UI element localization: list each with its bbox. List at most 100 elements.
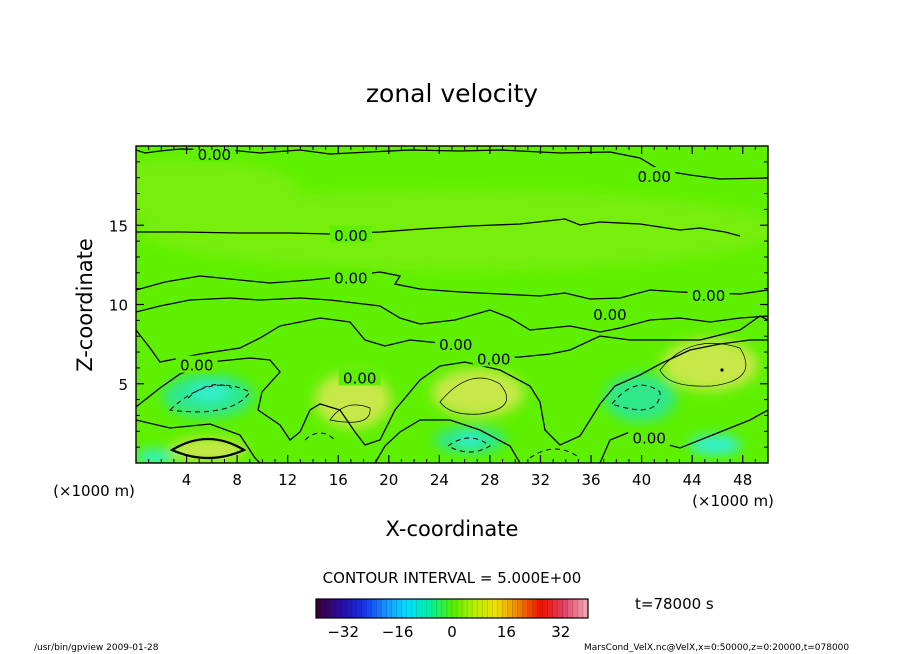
x-tick-label: 36 (581, 471, 600, 489)
colorbar-cell (316, 599, 322, 618)
footer-right: MarsCond_VelX.nc@VelX,x=0:50000,z=0:2000… (584, 643, 849, 653)
field-patch-yellow-green (432, 369, 524, 417)
x-unit-right: (×1000 m) (692, 492, 774, 510)
field-patch-cyan (458, 434, 482, 446)
field-patch-yellow-green (315, 372, 391, 428)
colorbar-cell (582, 599, 589, 618)
contour-line (529, 448, 581, 459)
contour-line (136, 218, 741, 237)
contour-line (136, 339, 768, 446)
x-tick-label: 48 (733, 471, 752, 489)
contour-label: 0.00 (632, 430, 665, 448)
x-axis-label: X-coordinate (386, 517, 519, 541)
colorbar-cell (341, 599, 347, 618)
colorbar-frame (315, 598, 589, 619)
colorbar-tick-label: 16 (497, 623, 516, 641)
contour-label: 0.00 (439, 336, 472, 354)
colorbar-cell (406, 599, 413, 618)
colorbar-cell (331, 599, 337, 618)
colorbar-cell (371, 599, 377, 618)
x-unit-left: (×1000 m) (53, 482, 135, 500)
field-patch-cyan (136, 450, 175, 463)
colorbar-cell (527, 599, 533, 618)
colorbar-cell (467, 599, 473, 618)
contour-label: 0.00 (477, 350, 510, 368)
contour-label: 0.00 (180, 357, 213, 375)
colorbar-cell (396, 599, 402, 618)
contour-labels: 0.00 0.00 0.00 0.00 0.00 0.00 0.00 0.00 0.00 0.00… (175, 146, 730, 448)
contour-interval-text: CONTOUR INTERVAL = 5.000E+00 (323, 569, 582, 587)
contour-label: 0.00 (593, 306, 626, 324)
contour-line (136, 419, 261, 463)
field-patch-yellow-green (662, 339, 758, 391)
y-tick-label: 15 (109, 217, 128, 235)
contour-label: 0.00 (343, 369, 376, 387)
contour-line (304, 432, 336, 441)
positive-contours (329, 342, 747, 423)
colorbar-cell (477, 599, 483, 618)
contour-line (439, 377, 507, 415)
field-patch-cyan-green (604, 374, 676, 422)
contour-label-backing (329, 268, 372, 286)
contour-label-backing (329, 225, 372, 243)
colorbar-cell (416, 599, 423, 618)
contour-label-backing (434, 335, 477, 353)
contour-line (329, 404, 371, 423)
colorbar-tick-label: 0 (447, 623, 457, 641)
contour-label: 0.00 (334, 227, 367, 245)
colorbar-cell (552, 599, 559, 618)
colorbar-cell (472, 599, 478, 618)
colorbar-cell (376, 599, 382, 618)
contour-label-backing (687, 285, 730, 303)
colorbar-cell (512, 599, 518, 618)
contour-label-backing (633, 167, 676, 185)
colorbar-cell (366, 599, 372, 618)
colorbar-tick-label: −16 (382, 623, 414, 641)
colorbar-cell (436, 599, 443, 618)
colorbar-cell (537, 599, 543, 618)
contour-line (136, 271, 768, 300)
colorbar-cell (446, 599, 453, 618)
contour-line (374, 419, 521, 463)
colorbar-ticks: −32 −16 0 16 32 (327, 623, 570, 641)
contour-line (447, 437, 491, 453)
colorbar-cell (492, 599, 498, 618)
x-tick-label: 8 (232, 471, 242, 489)
x-tick-label: 12 (278, 471, 297, 489)
colorbar-cell (562, 599, 569, 618)
colorbar-cell (386, 599, 392, 618)
contour-label-backing (589, 305, 631, 323)
colorbar-cell (411, 599, 418, 618)
time-label: t=78000 s (635, 595, 714, 613)
colorbar-cell (497, 599, 503, 618)
contour-label-backing (175, 355, 218, 373)
contour-label: 0.00 (198, 146, 231, 164)
contour-label-backing (628, 428, 671, 446)
field-patch-cyan (689, 435, 741, 455)
colorbar-cell (326, 599, 332, 618)
colorbar-cell (522, 599, 528, 618)
colorbar-cell (557, 599, 564, 618)
contour-label-backing (472, 349, 515, 367)
contour-line (659, 342, 747, 387)
x-tick-label: 28 (480, 471, 499, 489)
colorbar-cell (321, 599, 327, 618)
footer-left: /usr/bin/gpview 2009-01-28 (34, 643, 159, 653)
negative-contours (168, 384, 661, 459)
colorbar-cell (517, 599, 523, 618)
x-tick-label: 24 (430, 471, 449, 489)
contour-label: 0.00 (638, 168, 671, 186)
y-tick-label: 5 (118, 376, 128, 394)
colorbar-cell (532, 599, 538, 618)
colorbar-cell (351, 599, 357, 618)
colorbar-cell (482, 599, 488, 618)
zero-contours (136, 148, 768, 463)
x-tick-label: 44 (683, 471, 702, 489)
plot-field: 0.00 0.00 0.00 0.00 0.00 0.00 0.00 0.00 0.00 0.00… (136, 146, 768, 463)
contour-extremum-dot (720, 368, 724, 372)
colorbar-cell (542, 599, 549, 618)
colorbar-cell (452, 599, 458, 618)
colorbar-cell (547, 599, 554, 618)
contour-line (136, 315, 768, 363)
